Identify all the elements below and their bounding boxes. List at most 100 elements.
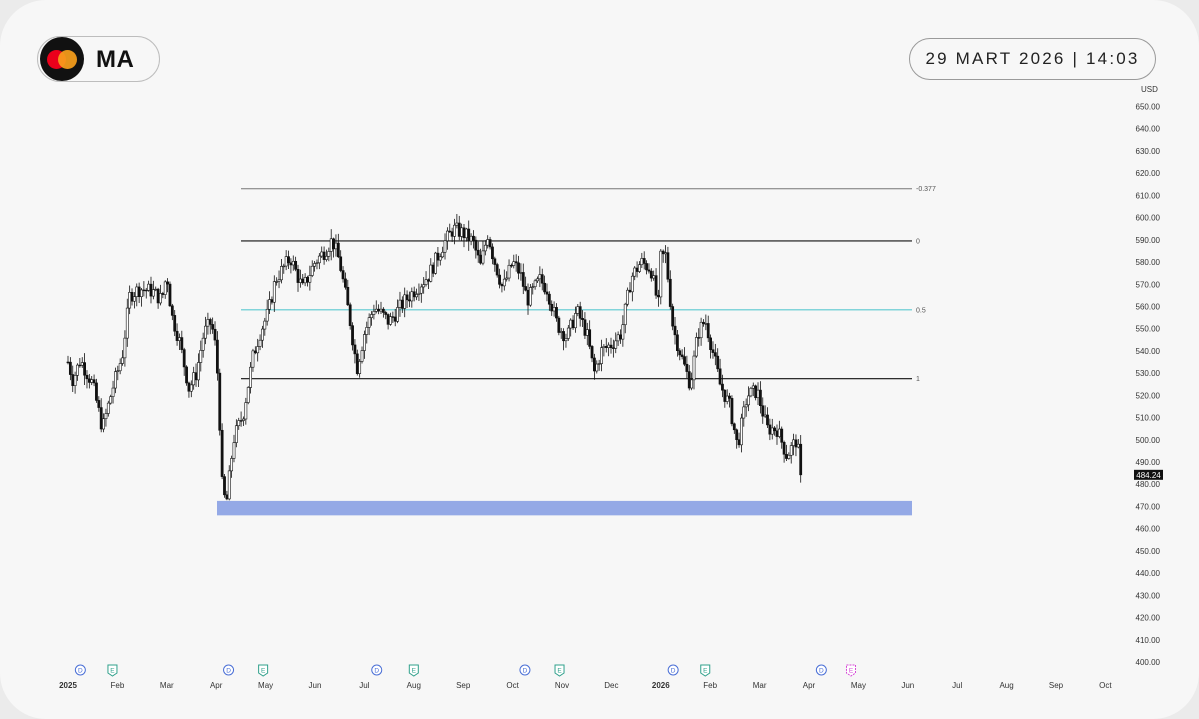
candle-body <box>495 264 499 276</box>
candle-body <box>711 349 715 353</box>
candle-body <box>424 279 428 285</box>
candle-body <box>531 286 535 288</box>
candle-body <box>507 264 511 279</box>
candle-body <box>391 316 395 318</box>
candle-body <box>298 278 302 283</box>
candle-body <box>344 278 347 288</box>
candle-body <box>379 308 383 312</box>
y-tick-label: 440.00 <box>1136 569 1161 578</box>
y-tick-label: 480.00 <box>1136 480 1161 489</box>
candle-body <box>758 389 762 407</box>
x-tick-label: Apr <box>210 681 223 690</box>
candle-body <box>353 344 357 355</box>
candle-body <box>652 275 656 279</box>
fib-label: 0.5 <box>916 307 926 314</box>
candle-body <box>481 250 485 264</box>
candle-body <box>197 362 200 381</box>
candle-body <box>194 372 198 381</box>
candle-body <box>251 350 255 368</box>
candle-body <box>253 350 257 354</box>
candle-body <box>597 363 601 365</box>
candle-body <box>180 337 184 350</box>
candle-body <box>249 366 252 388</box>
candle-body <box>287 256 290 264</box>
candle-body <box>434 252 437 274</box>
x-tick-label: Oct <box>506 681 519 690</box>
candle-body <box>73 375 77 386</box>
candle-body <box>751 385 755 389</box>
candle-body <box>742 406 746 419</box>
candle-body <box>422 284 426 288</box>
candle-body <box>220 429 224 477</box>
candle-body <box>469 235 473 242</box>
candle-body <box>315 262 319 264</box>
candle-body <box>474 239 478 251</box>
candle-body <box>467 228 471 242</box>
candle-body <box>761 405 765 417</box>
candle-body <box>156 288 160 304</box>
x-tick-label: 2026 <box>652 681 670 690</box>
candle-body <box>789 445 793 456</box>
candle-body <box>114 371 117 389</box>
candle-body <box>187 382 191 392</box>
candle-body <box>282 265 286 268</box>
candle-body <box>699 321 703 339</box>
candle-body <box>365 327 369 335</box>
candle-body <box>564 338 568 342</box>
candle-body <box>341 270 345 280</box>
y-tick-label: 430.00 <box>1136 591 1161 600</box>
candle-body <box>400 299 404 309</box>
candle-body <box>403 294 407 309</box>
candle-body <box>213 328 217 341</box>
candle-body <box>510 264 513 267</box>
candle-body <box>234 425 238 443</box>
candle-body <box>111 387 115 397</box>
support-zone-layer <box>217 500 912 516</box>
x-tick-label: Dec <box>604 681 618 690</box>
candle-body <box>450 231 454 237</box>
candle-body <box>555 307 558 319</box>
candle-body <box>633 267 637 277</box>
candle-body <box>334 242 338 250</box>
candle-body <box>713 352 717 357</box>
candle-body <box>140 289 143 298</box>
candle-body <box>716 355 720 370</box>
candle-body <box>590 346 594 359</box>
candle-body <box>595 363 599 372</box>
candle-body <box>268 299 271 310</box>
dividend-marker-icon <box>815 664 827 676</box>
ticker-badge[interactable]: MA <box>37 36 160 82</box>
y-tick-label: 650.00 <box>1136 103 1161 112</box>
event-marker-letter: D <box>374 668 379 675</box>
candle-body <box>192 372 196 386</box>
candle-body <box>242 418 245 421</box>
candle-body <box>647 269 651 272</box>
candle-body <box>320 251 324 257</box>
candle-body <box>460 227 464 237</box>
candle-body <box>723 389 727 402</box>
candle-body <box>744 404 748 408</box>
candle-body <box>721 383 724 391</box>
candle-body <box>417 292 421 295</box>
candle-body <box>623 303 627 326</box>
candle-body <box>185 366 188 384</box>
candle-body <box>147 283 151 291</box>
candle-body <box>635 267 639 272</box>
candle-body <box>569 319 573 329</box>
y-tick-label: 460.00 <box>1136 525 1161 534</box>
x-tick-label: Aug <box>407 681 421 690</box>
candle-body <box>488 239 492 248</box>
candle-body <box>545 291 549 295</box>
candle-body <box>208 319 212 325</box>
candle-body <box>740 417 743 446</box>
candle-body <box>168 283 172 307</box>
candle-body <box>123 337 127 359</box>
candle-body <box>351 325 354 346</box>
candle-body <box>419 286 423 294</box>
candle-body <box>657 294 660 298</box>
candle-body <box>602 346 606 348</box>
event-marker-letter: D <box>78 668 83 675</box>
candle-body <box>296 269 300 283</box>
y-tick-label: 420.00 <box>1136 614 1161 623</box>
